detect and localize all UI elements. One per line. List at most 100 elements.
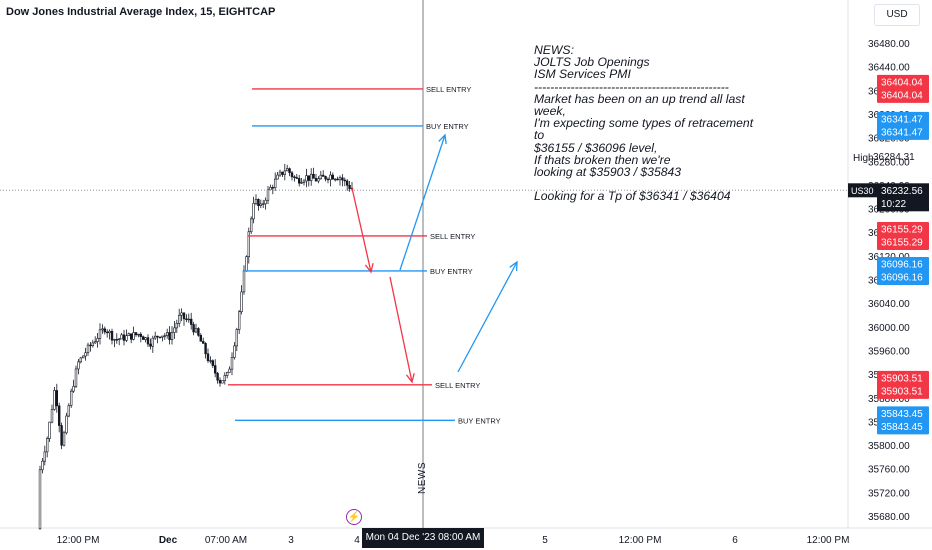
price-tick-label: 35800.00 bbox=[868, 441, 910, 452]
candle-body bbox=[94, 341, 97, 344]
level-price-text: 35903.51 bbox=[881, 373, 923, 384]
candle-body bbox=[60, 425, 63, 446]
projection-arrow[interactable] bbox=[351, 187, 372, 273]
news-annotation-line: Looking for a Tp of $36341 / $36404 bbox=[534, 189, 731, 204]
candle-body bbox=[336, 178, 339, 181]
level-price-badge bbox=[877, 256, 929, 285]
candle-body bbox=[269, 187, 272, 191]
candle-body bbox=[154, 335, 157, 339]
price-tick-label: 35960.00 bbox=[868, 346, 910, 357]
level-price-badge bbox=[877, 74, 929, 103]
time-tick-label: Dec bbox=[159, 535, 178, 546]
entry-level-label: SELL ENTRY bbox=[426, 85, 471, 94]
candle-body bbox=[91, 342, 95, 347]
candle-body bbox=[324, 176, 327, 180]
candle-body bbox=[190, 318, 193, 325]
news-annotation-line: If thats broken then we're bbox=[534, 152, 671, 167]
candle-body bbox=[163, 335, 166, 337]
candle-body bbox=[295, 177, 298, 179]
news-annotation-line: I'm expecting some types of retracement bbox=[534, 116, 754, 131]
candle-body bbox=[53, 390, 56, 410]
entry-levels: SELL ENTRY BUY ENTRY SELL ENTRY BUY ENTRY SE… bbox=[228, 85, 501, 425]
news-annotation-line: looking at $35903 / $35843 bbox=[534, 164, 682, 179]
candle-body bbox=[216, 372, 219, 381]
currency-button[interactable]: USD bbox=[874, 4, 920, 26]
news-annotation-line: to bbox=[534, 128, 545, 143]
candle-body bbox=[235, 329, 238, 347]
symbol-text: US30 bbox=[851, 186, 874, 196]
candle-body bbox=[314, 178, 318, 182]
candle-body bbox=[226, 372, 229, 376]
projection-arrow[interactable] bbox=[457, 261, 518, 373]
candle-body bbox=[309, 173, 313, 181]
candle-body bbox=[261, 203, 265, 205]
level-price-text: 36404.04 bbox=[881, 77, 923, 88]
candle-body bbox=[192, 324, 195, 333]
news-annotation[interactable]: NEWS: JOLTS Job Openings ISM Services PMI -… bbox=[534, 44, 753, 202]
candle-body bbox=[175, 322, 178, 329]
candle-body bbox=[178, 314, 181, 324]
candle-body bbox=[312, 173, 315, 179]
projection-arrow[interactable] bbox=[399, 134, 446, 271]
news-event-marker[interactable]: NEWS bbox=[417, 462, 428, 494]
time-axis[interactable]: 12:00 PM Dec 07:00 AM 3 4 5 12:00 PM 6 12:00 PM bbox=[57, 535, 850, 546]
candle-body bbox=[96, 338, 99, 342]
level-price-text: 35903.51 bbox=[881, 386, 923, 397]
candle-body bbox=[65, 415, 68, 434]
candle-body bbox=[86, 344, 90, 354]
price-tick-label: 36040.00 bbox=[868, 299, 910, 310]
candle-body bbox=[149, 343, 152, 347]
candle-body bbox=[57, 405, 61, 426]
price-tick-label: 35720.00 bbox=[868, 488, 910, 499]
candle-body bbox=[55, 390, 59, 407]
candle-body bbox=[233, 345, 236, 358]
level-price-text: 36341.47 bbox=[881, 127, 923, 138]
candle-body bbox=[77, 361, 80, 370]
arrow-head bbox=[509, 260, 518, 272]
price-tick-label: 35680.00 bbox=[868, 512, 910, 523]
level-price-text: 36155.29 bbox=[881, 224, 923, 235]
candle-body bbox=[115, 339, 119, 341]
candle-body bbox=[62, 432, 66, 446]
price-tick-label: 36480.00 bbox=[868, 39, 910, 50]
candle-body bbox=[276, 174, 279, 180]
candle-body bbox=[170, 332, 174, 340]
price-tick-label: 36440.00 bbox=[868, 63, 910, 74]
candle-body bbox=[38, 469, 42, 530]
news-annotation-line: JOLTS Job Openings bbox=[534, 55, 650, 70]
candle-body bbox=[223, 375, 226, 381]
candle-body bbox=[278, 171, 282, 176]
time-tick-label: 12:00 PM bbox=[619, 535, 662, 546]
level-price-text: 36155.29 bbox=[881, 237, 923, 248]
candle-body bbox=[130, 333, 133, 340]
candle-body bbox=[338, 177, 342, 181]
candle-body bbox=[106, 331, 109, 334]
candle-body bbox=[70, 390, 73, 406]
candle-body bbox=[110, 330, 114, 341]
level-price-badge bbox=[877, 221, 929, 250]
candle-body bbox=[285, 168, 289, 172]
candle-body bbox=[139, 333, 142, 337]
candle-body bbox=[125, 335, 128, 341]
candle-body bbox=[307, 175, 310, 181]
lightning-icon[interactable]: ⚡ bbox=[346, 509, 362, 525]
projection-arrow[interactable] bbox=[389, 276, 413, 383]
candle-body bbox=[187, 318, 190, 321]
candle-body bbox=[345, 180, 349, 186]
candle-body bbox=[144, 337, 147, 340]
candle-body bbox=[48, 421, 51, 439]
arrow-head bbox=[405, 373, 415, 384]
candle-body bbox=[293, 176, 296, 178]
candle-body bbox=[305, 175, 308, 182]
candle-body bbox=[254, 198, 258, 204]
candle-body bbox=[317, 178, 320, 182]
candle-body bbox=[182, 312, 186, 320]
candle-body bbox=[161, 335, 164, 338]
candle-body bbox=[194, 328, 198, 333]
candle-body bbox=[146, 337, 150, 345]
level-price-text: 36096.16 bbox=[881, 272, 923, 283]
candle-body bbox=[273, 178, 277, 188]
candle-body bbox=[204, 343, 207, 355]
candle-body bbox=[242, 270, 246, 293]
